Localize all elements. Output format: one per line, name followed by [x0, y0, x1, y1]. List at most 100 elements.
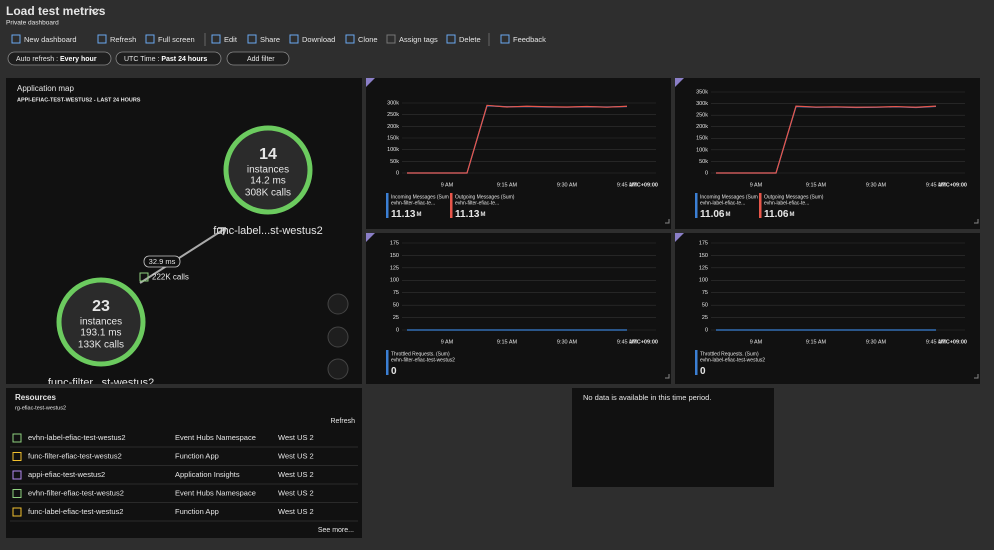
legend-total-unit: M	[416, 212, 421, 218]
tile-corner	[675, 233, 684, 242]
legend-total-value: 0	[391, 366, 397, 377]
toolbar-icon[interactable]	[386, 34, 396, 44]
filter-text[interactable]: Add filter	[247, 56, 275, 63]
legend-total-value: 11.06	[700, 209, 725, 220]
filter-pill[interactable]	[226, 51, 290, 66]
toolbar-icon[interactable]	[11, 34, 21, 44]
chart-tile	[675, 233, 980, 384]
y-tick-label: 25	[393, 315, 399, 321]
y-tick-label: 75	[393, 290, 399, 296]
map-bottom-cover	[6, 384, 362, 388]
toolbar-button[interactable]: Feedback	[513, 35, 546, 44]
resource-region: West US 2	[278, 470, 314, 479]
filter-label: UTC Time :	[124, 56, 159, 63]
resource-region: West US 2	[278, 488, 314, 497]
toolbar-icon[interactable]	[446, 34, 456, 44]
resource-type: Application Insights	[175, 470, 240, 479]
edge-icon	[139, 272, 149, 282]
legend-swatch	[386, 350, 389, 375]
toolbar-button[interactable]: Full screen	[158, 35, 195, 44]
filter-pill[interactable]	[7, 51, 112, 66]
filter-value: Every hour	[60, 56, 97, 63]
x-tick-label: 9:15 AM	[497, 339, 518, 345]
legend-total-unit: M	[725, 212, 730, 218]
title-chevron[interactable]	[90, 8, 100, 14]
resource-name[interactable]: evhn-filter-efiac-test-westus2	[28, 488, 124, 497]
node-circle[interactable]	[56, 277, 146, 367]
filter-text[interactable]: UTC Time : Past 24 hours	[124, 56, 207, 63]
legend-name: Throttled Requests. (Sum)	[391, 351, 450, 357]
map-control[interactable]	[327, 358, 349, 380]
series-line	[716, 105, 937, 174]
x-tick-label: 9:45 AM	[617, 182, 638, 188]
timezone-label: UTC+09:00	[938, 339, 967, 345]
map-control[interactable]	[327, 293, 349, 315]
timezone-label: UTC+09:00	[629, 182, 658, 188]
resource-name[interactable]: evhn-label-efiac-test-westus2	[28, 433, 126, 442]
resource-name[interactable]: appi-efiac-test-westus2	[28, 470, 105, 479]
y-tick-label: 150k	[696, 136, 708, 142]
edge-duration: 32.9 ms	[149, 257, 176, 266]
toolbar-button[interactable]: Download	[302, 35, 335, 44]
toolbar-button[interactable]: Assign tags	[399, 35, 438, 44]
resize-handle	[974, 374, 979, 379]
toolbar-icon[interactable]	[345, 34, 355, 44]
legend-total-unit: M	[480, 212, 485, 218]
legend-total-unit: M	[789, 212, 794, 218]
resource-name[interactable]: func-filter-efiac-test-westus2	[28, 451, 122, 460]
toolbar-icon[interactable]	[97, 34, 107, 44]
y-tick-label: 100	[699, 278, 708, 284]
resource-type: Event Hubs Namespace	[175, 433, 256, 442]
filter-text[interactable]: Auto refresh : Every hour	[16, 56, 97, 63]
x-tick-label: 9:15 AM	[497, 182, 518, 188]
y-tick-label: 0	[396, 327, 399, 333]
node-count: 23	[92, 298, 110, 315]
resource-type: Event Hubs Namespace	[175, 488, 256, 497]
y-tick-label: 25	[702, 315, 708, 321]
see-more-link[interactable]: See more...	[318, 527, 354, 534]
filter-pill[interactable]	[115, 51, 222, 66]
toolbar-button[interactable]: Delete	[459, 35, 481, 44]
node-unit: instances	[247, 165, 289, 176]
x-tick-label: 9 AM	[441, 182, 454, 188]
toolbar-button[interactable]: Clone	[358, 35, 378, 44]
toolbar-icon[interactable]	[211, 34, 221, 44]
legend-total: 11.06M	[700, 209, 730, 220]
edge-calls: 222K calls	[152, 273, 189, 282]
toolbar-button[interactable]: Edit	[224, 35, 238, 44]
toolbar-icon[interactable]	[289, 34, 299, 44]
resize-handle	[665, 374, 670, 379]
toolbar-icon[interactable]	[247, 34, 257, 44]
node-duration: 14.2 ms	[250, 176, 286, 187]
legend-resource: evhn-filter-efiac-test-westus2	[391, 357, 455, 363]
legend-swatch	[450, 193, 453, 218]
toolbar-button[interactable]: New dashboard	[24, 35, 77, 44]
legend-name: Outgoing Messages (Sum)	[764, 194, 824, 200]
map-control[interactable]	[327, 326, 349, 348]
y-tick-label: 0	[705, 170, 708, 176]
toolbar-icon[interactable]	[500, 34, 510, 44]
y-tick-label: 75	[702, 290, 708, 296]
node-circle[interactable]	[223, 125, 313, 215]
legend-total-value: 0	[700, 366, 706, 377]
y-tick-label: 50k	[699, 159, 708, 165]
x-tick-label: 9:30 AM	[866, 182, 887, 188]
legend-resource: evhn-label-efiac-test-westus2	[700, 357, 765, 363]
legend-total-value: 11.06	[764, 209, 789, 220]
x-tick-label: 9:30 AM	[557, 182, 578, 188]
legend-swatch	[386, 193, 389, 218]
chart-tile	[366, 78, 671, 229]
resize-handle	[665, 219, 670, 224]
x-tick-label: 9 AM	[750, 182, 763, 188]
resource-name[interactable]: func-label-efiac-test-westus2	[28, 507, 123, 516]
toolbar-button[interactable]: Share	[260, 35, 280, 44]
refresh-link[interactable]: Refresh	[330, 418, 355, 425]
y-tick-label: 150	[699, 253, 708, 259]
legend-resource: evhn-label-efiac-te...	[700, 200, 745, 206]
toolbar-button[interactable]: Refresh	[110, 35, 136, 44]
tile-corner	[366, 233, 375, 242]
resize-handle	[974, 219, 979, 224]
y-tick-label: 50	[393, 303, 399, 309]
y-tick-label: 100k	[387, 147, 399, 153]
toolbar-icon[interactable]	[145, 34, 155, 44]
